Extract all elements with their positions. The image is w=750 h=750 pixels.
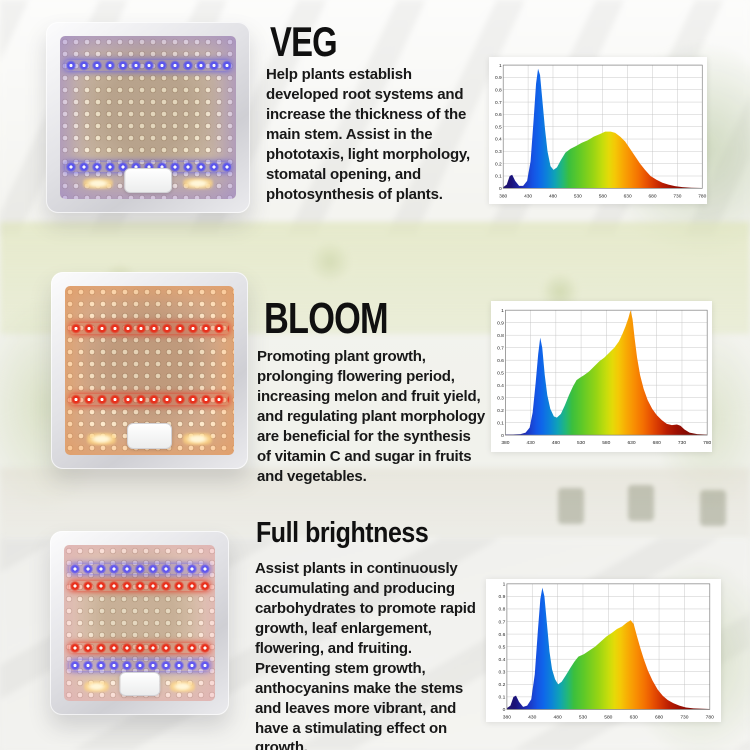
svg-text:580: 580 xyxy=(599,193,607,199)
svg-text:0.6: 0.6 xyxy=(499,632,506,638)
svg-text:0.4: 0.4 xyxy=(499,657,506,663)
svg-text:0.2: 0.2 xyxy=(499,682,506,688)
spectrum-svg-full-brightness: 380 430 480 530 580 630 680 730 780 0 0.1 0.2 0.3 0.4… xyxy=(499,582,715,721)
svg-text:480: 480 xyxy=(554,715,562,721)
svg-text:430: 430 xyxy=(527,440,535,446)
svg-text:0: 0 xyxy=(503,707,506,713)
spectrum-chart-bloom: 380 430 480 530 580 630 680 730 780 0 0.1 0.2 0.3 0.4… xyxy=(491,301,712,452)
svg-text:0.4: 0.4 xyxy=(495,137,502,143)
led-glow-bar xyxy=(83,680,110,692)
svg-text:780: 780 xyxy=(703,440,711,446)
svg-text:0.6: 0.6 xyxy=(495,112,502,118)
svg-text:630: 630 xyxy=(627,440,635,446)
led-accent-row xyxy=(70,323,229,335)
svg-text:380: 380 xyxy=(499,193,507,199)
svg-text:0.9: 0.9 xyxy=(497,320,504,326)
led-accent-row xyxy=(68,563,211,574)
svg-text:0.3: 0.3 xyxy=(495,149,502,155)
svg-text:0.1: 0.1 xyxy=(495,174,502,180)
svg-text:430: 430 xyxy=(528,715,536,721)
spectrum-svg-veg: 380 430 480 530 580 630 680 730 780 0 0.1 0.2 0.3 0.4… xyxy=(495,63,707,200)
plant-pot-silhouette xyxy=(628,485,654,521)
svg-text:530: 530 xyxy=(579,715,587,721)
svg-text:0.5: 0.5 xyxy=(497,370,504,376)
section-title-veg: VEG xyxy=(270,18,338,65)
led-grid-bloom xyxy=(65,286,234,455)
svg-text:680: 680 xyxy=(655,715,663,721)
section-title-full-brightness: Full brightness xyxy=(256,517,429,549)
plant-pot-silhouette xyxy=(558,488,584,524)
svg-text:0.3: 0.3 xyxy=(499,669,506,675)
svg-text:0.9: 0.9 xyxy=(495,75,502,81)
panel-driver-box xyxy=(124,168,172,194)
svg-text:1: 1 xyxy=(499,63,502,69)
led-accent-row xyxy=(70,394,229,406)
grow-light-panel-full-brightness xyxy=(50,531,229,715)
section-title-bloom: BLOOM xyxy=(264,294,389,343)
led-grid-veg xyxy=(60,36,236,199)
svg-text:730: 730 xyxy=(673,193,681,199)
svg-text:630: 630 xyxy=(630,715,638,721)
svg-text:630: 630 xyxy=(624,193,632,199)
svg-text:530: 530 xyxy=(577,440,585,446)
svg-text:0.7: 0.7 xyxy=(499,619,506,625)
led-grid-full-brightness xyxy=(64,545,215,701)
svg-text:0.8: 0.8 xyxy=(497,333,504,339)
led-glow-bar xyxy=(183,177,214,190)
svg-text:0: 0 xyxy=(499,186,502,192)
spectrum-svg-bloom: 380 430 480 530 580 630 680 730 780 0 0.1 0.2 0.3 0.4… xyxy=(497,308,711,446)
svg-text:1: 1 xyxy=(501,308,504,314)
led-glow-bar xyxy=(82,177,113,190)
svg-text:480: 480 xyxy=(552,440,560,446)
svg-text:680: 680 xyxy=(648,193,656,199)
led-accent-row xyxy=(65,161,231,173)
svg-text:680: 680 xyxy=(653,440,661,446)
svg-text:380: 380 xyxy=(501,440,509,446)
svg-text:480: 480 xyxy=(549,193,557,199)
section-description-bloom: Promoting plant growth, prolonging flowe… xyxy=(257,348,485,485)
spectrum-chart-full-brightness: 380 430 480 530 580 630 680 730 780 0 0.1 0.2 0.3 0.4… xyxy=(486,579,721,722)
svg-text:0.9: 0.9 xyxy=(499,594,506,600)
svg-text:0.5: 0.5 xyxy=(499,644,506,650)
grow-light-panel-veg xyxy=(46,22,250,213)
plant-pot-silhouette xyxy=(700,490,726,526)
svg-text:530: 530 xyxy=(574,193,582,199)
svg-text:780: 780 xyxy=(698,193,706,199)
panel-driver-box xyxy=(126,423,173,450)
svg-text:0.3: 0.3 xyxy=(497,395,504,401)
led-glow-bar xyxy=(169,680,196,692)
led-accent-row xyxy=(68,660,211,671)
panel-driver-box xyxy=(118,671,161,696)
spectrum-chart-veg: 380 430 480 530 580 630 680 730 780 0 0.1 0.2 0.3 0.4… xyxy=(489,57,707,204)
svg-text:0.2: 0.2 xyxy=(497,408,504,414)
svg-text:580: 580 xyxy=(602,440,610,446)
section-description-veg: Help plants establish developed root sys… xyxy=(266,66,470,203)
svg-text:0.7: 0.7 xyxy=(497,345,504,351)
led-glow-bar xyxy=(86,433,116,445)
led-accent-row xyxy=(68,643,211,654)
svg-text:0.4: 0.4 xyxy=(497,383,504,389)
svg-text:0.1: 0.1 xyxy=(497,420,504,426)
svg-text:730: 730 xyxy=(680,715,688,721)
svg-text:0.1: 0.1 xyxy=(499,695,506,701)
svg-text:0: 0 xyxy=(501,433,504,439)
grow-light-panel-bloom xyxy=(51,272,248,469)
svg-text:0.7: 0.7 xyxy=(495,100,502,106)
svg-text:0.8: 0.8 xyxy=(499,607,506,613)
svg-text:0.5: 0.5 xyxy=(495,124,502,130)
svg-text:0.6: 0.6 xyxy=(497,358,504,364)
svg-text:380: 380 xyxy=(503,715,511,721)
led-accent-row xyxy=(65,60,231,72)
svg-text:1: 1 xyxy=(503,582,506,588)
led-accent-row xyxy=(68,580,211,591)
svg-text:580: 580 xyxy=(604,715,612,721)
svg-text:430: 430 xyxy=(524,193,532,199)
section-description-full-brightness: Assist plants in continuously accumulati… xyxy=(255,560,476,750)
led-glow-bar xyxy=(183,433,213,445)
svg-text:0.2: 0.2 xyxy=(495,161,502,167)
svg-text:730: 730 xyxy=(678,440,686,446)
svg-text:780: 780 xyxy=(706,715,714,721)
svg-text:0.8: 0.8 xyxy=(495,87,502,93)
